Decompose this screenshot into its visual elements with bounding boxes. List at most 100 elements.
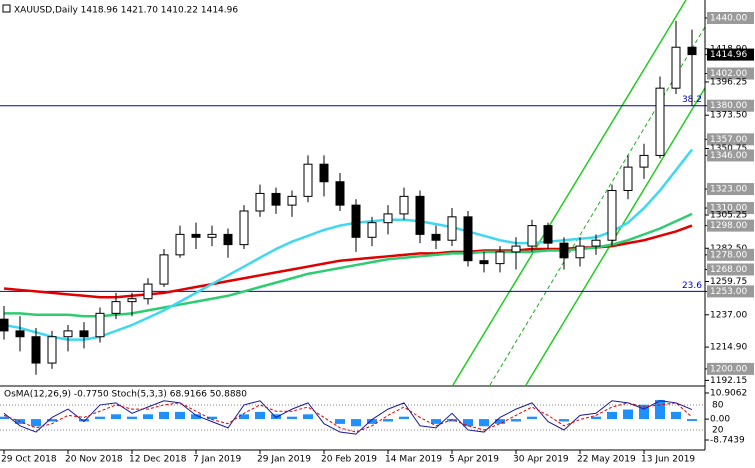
candle-body (223, 233, 233, 246)
candle-body (127, 298, 137, 303)
candle-body (175, 233, 185, 256)
candle-body (639, 154, 649, 168)
osma-bar (111, 414, 121, 420)
y-tick-label: 1253.00 (710, 287, 747, 297)
candle-body (559, 242, 569, 259)
y2-tick-label: 20 (712, 425, 724, 435)
osma-bar (399, 416, 409, 420)
stoch-line (3, 400, 693, 435)
y-tick-label: 1282.50 (710, 244, 747, 254)
x-tick-label: 7 Jan 2019 (193, 455, 241, 465)
osma-bar (479, 419, 489, 427)
candle-body (351, 204, 361, 238)
y-tick-label: 1380.00 (710, 101, 747, 111)
candle-body (0, 318, 9, 332)
y-tick-label: 1396.25 (710, 77, 747, 87)
x-tick-label: 12 Dec 2018 (129, 455, 187, 465)
candle-body (143, 283, 153, 300)
price-label-box (707, 202, 754, 215)
candle-body (527, 225, 537, 247)
candle-body (495, 251, 505, 265)
y-tick-label: -8.7439 (710, 436, 745, 446)
price-label-box (707, 285, 754, 298)
x-tick-label: 20 Nov 2018 (65, 455, 123, 465)
y-tick-label: 1310.00 (710, 204, 747, 214)
osma-bar (687, 419, 697, 421)
candle-body (431, 233, 441, 241)
osma-bar (495, 419, 505, 424)
y-tick-label: 1305.25 (710, 211, 747, 221)
osma-bar (159, 411, 169, 420)
candle-body (15, 330, 25, 338)
price-label-box (707, 48, 754, 61)
y2-tick-label: 80 (712, 400, 724, 410)
candle-body (319, 163, 329, 183)
candle-body (575, 245, 585, 259)
price-label-box (707, 67, 754, 80)
osma-bar (79, 419, 89, 422)
price-label-box (707, 133, 754, 146)
y-tick-label: 1259.75 (710, 277, 747, 287)
osma-bar (623, 409, 633, 420)
osma-bar (287, 416, 297, 420)
y-tick-label: 1373.50 (710, 111, 747, 121)
osma-bar (639, 404, 649, 420)
price-label-box (707, 248, 754, 261)
osma-bar (271, 414, 281, 420)
osma-bar (239, 414, 249, 420)
candle-body (511, 245, 521, 253)
candle-body (383, 213, 393, 224)
candle-body (591, 239, 601, 247)
candle-body (367, 222, 377, 238)
osma-bar (175, 411, 185, 420)
y-tick-label: 1298.00 (710, 221, 747, 231)
price-label-box (707, 99, 754, 112)
candle-body (623, 166, 633, 192)
candle-body (31, 336, 41, 364)
candle-body (687, 46, 697, 56)
candle-body (479, 260, 489, 265)
osma-bar (463, 419, 473, 427)
candle-body (607, 190, 617, 241)
candle-body (239, 210, 249, 246)
candle-body (463, 216, 473, 262)
osma-bar (143, 414, 153, 420)
price-label-box (707, 183, 754, 196)
x-tick-label: 5 Apr 2019 (449, 455, 499, 465)
y-tick-label: 1357.00 (710, 135, 747, 145)
chart-icon (2, 4, 11, 13)
candle-body (671, 46, 681, 89)
moving-average (3, 148, 693, 341)
candle-body (47, 336, 57, 364)
y-tick-label: 1323.00 (710, 185, 747, 195)
y-tick-label: 1214.90 (710, 343, 747, 353)
x-tick-label: 20 Feb 2019 (321, 455, 377, 465)
osma-bar (511, 419, 521, 422)
candle-body (447, 216, 457, 241)
osma-bar (191, 414, 201, 420)
y-tick-label: 1268.00 (710, 265, 747, 275)
y-tick-label: 10.9062 (710, 389, 747, 399)
osma-bar (527, 416, 537, 420)
osma-bar (671, 411, 681, 420)
x-tick-label: 29 Oct 2018 (1, 455, 57, 465)
y-tick-label: 1414.96 (710, 50, 747, 60)
candle-body (111, 301, 121, 314)
osma-bar (383, 419, 393, 422)
x-tick-label: 22 May 2019 (577, 455, 636, 465)
x-tick-label: 13 Jun 2019 (641, 455, 695, 465)
candle-body (63, 330, 73, 338)
x-tick-label: 29 Jan 2019 (257, 455, 311, 465)
osma-bar (607, 411, 617, 420)
chart-title: XAUUSD,Daily 1418.96 1421.70 1410.22 141… (14, 6, 238, 16)
y-tick-label: 1200.00 (710, 364, 747, 374)
osma-bar (431, 419, 441, 424)
candle-body (255, 192, 265, 212)
osma-bar (255, 411, 265, 420)
osma-bar (655, 399, 665, 420)
osma-bar (303, 414, 313, 420)
x-tick-label: 14 Mar 2019 (385, 455, 442, 465)
osma-bar (0, 416, 9, 420)
